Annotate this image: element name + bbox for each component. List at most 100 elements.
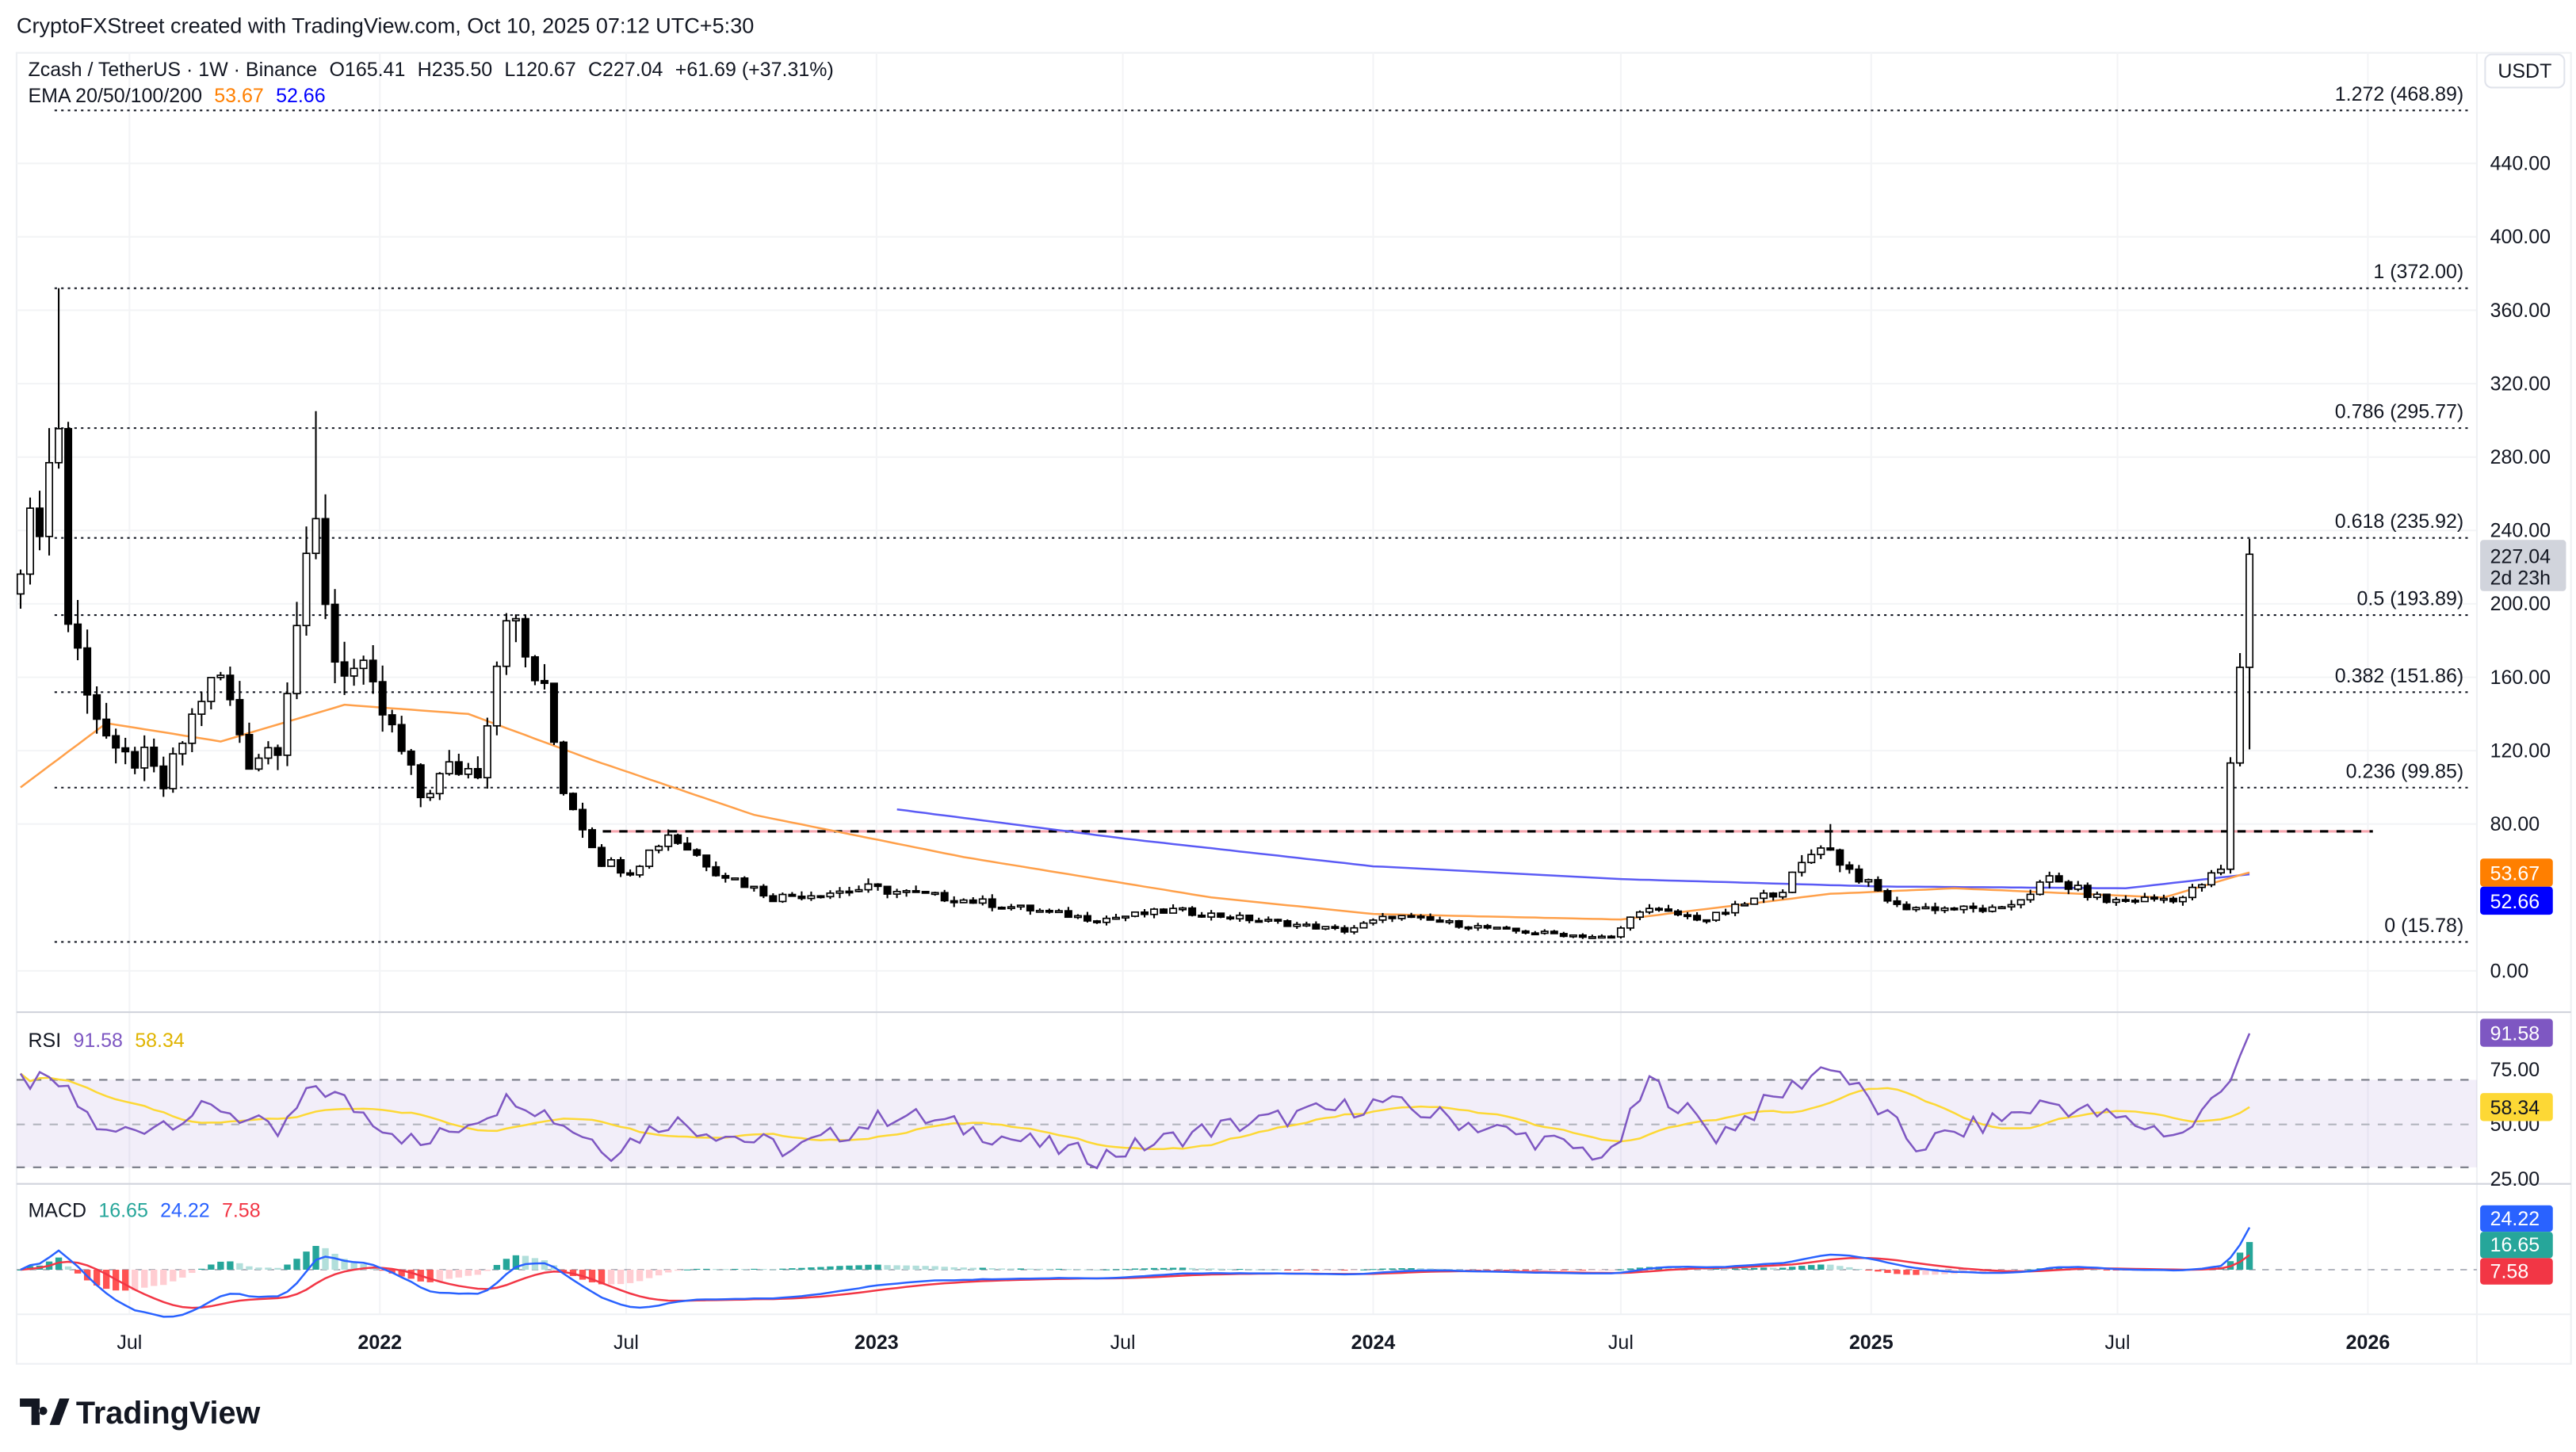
candle-body bbox=[131, 751, 140, 769]
candle-body bbox=[321, 518, 330, 606]
macd-histogram-bar bbox=[1722, 1268, 1729, 1270]
macd-histogram-bar bbox=[1131, 1268, 1139, 1270]
candle-body bbox=[1635, 911, 1644, 919]
candle bbox=[1236, 911, 1244, 922]
rsi-legend[interactable]: RSI 91.58 58.34 bbox=[28, 1030, 184, 1052]
candle-body bbox=[1217, 912, 1225, 918]
candle bbox=[978, 895, 987, 906]
candle-body bbox=[1684, 914, 1692, 918]
candle-body bbox=[1912, 907, 1921, 911]
price-tick-label: 360.00 bbox=[2490, 300, 2551, 322]
candle-body bbox=[693, 849, 701, 856]
macd-histogram-bar bbox=[151, 1270, 158, 1286]
currency-button[interactable] bbox=[2484, 53, 2566, 89]
candle bbox=[283, 682, 292, 766]
macd-histogram-bar bbox=[950, 1267, 957, 1270]
candle bbox=[302, 526, 311, 636]
ema-orange-tag bbox=[2480, 858, 2553, 887]
candle bbox=[664, 829, 673, 851]
price-axis[interactable]: 0.00 80.00 120.00 160.00 200.00 240.00 280.00 3… bbox=[2490, 153, 2551, 983]
candle-body bbox=[598, 846, 606, 867]
candle bbox=[1635, 910, 1644, 920]
candle-body bbox=[950, 900, 958, 904]
candle-body bbox=[1226, 916, 1235, 920]
candle bbox=[1607, 934, 1615, 939]
candle-body bbox=[769, 895, 778, 903]
macd-histogram-bar bbox=[1760, 1267, 1768, 1270]
candle bbox=[1588, 934, 1596, 939]
candle-body bbox=[1950, 907, 1959, 911]
macd-histogram-bar bbox=[512, 1255, 520, 1270]
candle-body bbox=[664, 834, 673, 847]
macd-histogram-bar bbox=[360, 1264, 367, 1270]
candle-body bbox=[1502, 927, 1511, 930]
candle bbox=[1864, 878, 1873, 887]
candle-body bbox=[1693, 915, 1702, 921]
macd-histogram-bar bbox=[655, 1270, 663, 1276]
candle bbox=[1893, 896, 1901, 908]
candle bbox=[873, 883, 882, 891]
candle bbox=[521, 614, 529, 667]
ema-blue-tag bbox=[2480, 886, 2553, 915]
candle-body bbox=[473, 768, 482, 779]
time-axis[interactable]: Jul 2022 Jul 2023 Jul 2024 Jul 2025 Jul 2026 bbox=[117, 1332, 2390, 1354]
candle-body bbox=[331, 603, 339, 663]
candle-body bbox=[1026, 904, 1034, 911]
candle bbox=[864, 878, 873, 893]
candle bbox=[2188, 884, 2196, 900]
candle-body bbox=[178, 742, 187, 755]
macd-legend[interactable]: MACD 16.65 24.22 7.58 bbox=[28, 1199, 260, 1221]
candle bbox=[1978, 904, 1987, 914]
candle bbox=[416, 763, 425, 808]
fibonacci-levels[interactable]: 1.272 (468.89) 1 (372.00) 0.786 (295.77) 0.… bbox=[54, 83, 2472, 943]
macd-histogram-bar bbox=[74, 1270, 82, 1274]
candle bbox=[464, 762, 472, 779]
candle-body bbox=[2083, 885, 2092, 899]
candle-body bbox=[207, 677, 216, 702]
candle-body bbox=[226, 674, 235, 701]
macd-histogram-bar bbox=[293, 1259, 300, 1270]
candle-body bbox=[1741, 903, 1749, 907]
tradingview-logo-text: TradingView bbox=[76, 1396, 261, 1431]
candle bbox=[1217, 912, 1225, 919]
time-tick-label: Jul bbox=[613, 1332, 639, 1354]
candle-body bbox=[2226, 762, 2235, 870]
candle bbox=[731, 877, 740, 881]
tradingview-logo[interactable]: TradingView bbox=[20, 1396, 261, 1431]
candle bbox=[902, 888, 911, 897]
macd-histogram-bar bbox=[246, 1266, 253, 1270]
candle bbox=[140, 735, 149, 781]
candle bbox=[369, 645, 377, 694]
candle-body bbox=[1198, 914, 1206, 918]
candle-body bbox=[1597, 935, 1606, 939]
candle-body bbox=[1521, 930, 1530, 934]
rsi-value: 91.58 bbox=[73, 1030, 123, 1052]
candle-body bbox=[2007, 904, 2016, 908]
candle-body bbox=[1321, 926, 1330, 930]
candle bbox=[2121, 895, 2130, 903]
candle bbox=[169, 747, 178, 793]
candle bbox=[188, 708, 197, 752]
macd-histogram-bar bbox=[132, 1270, 139, 1290]
candle bbox=[636, 865, 644, 878]
candle-body bbox=[1959, 905, 1968, 911]
candle bbox=[197, 692, 206, 727]
ema-legend[interactable]: EMA 20/50/100/200 53.67 52.66 bbox=[28, 85, 325, 107]
candle bbox=[683, 837, 692, 851]
macd-signal-tag bbox=[2480, 1258, 2553, 1285]
price-tick-label: 280.00 bbox=[2490, 446, 2551, 468]
macd-histogram-bar bbox=[912, 1265, 919, 1270]
candle-body bbox=[883, 885, 892, 895]
macd-histogram-bar bbox=[874, 1264, 881, 1270]
macd-histogram-bar bbox=[1703, 1268, 1710, 1270]
candle bbox=[64, 422, 73, 632]
macd-histogram-bar bbox=[931, 1266, 938, 1270]
candle-body bbox=[369, 659, 377, 682]
candle-body bbox=[1483, 925, 1492, 929]
candle-body bbox=[235, 698, 244, 736]
candle bbox=[1760, 889, 1768, 904]
candle-body bbox=[845, 890, 854, 894]
candle bbox=[1454, 919, 1463, 929]
macd-histogram-bar bbox=[922, 1266, 929, 1270]
